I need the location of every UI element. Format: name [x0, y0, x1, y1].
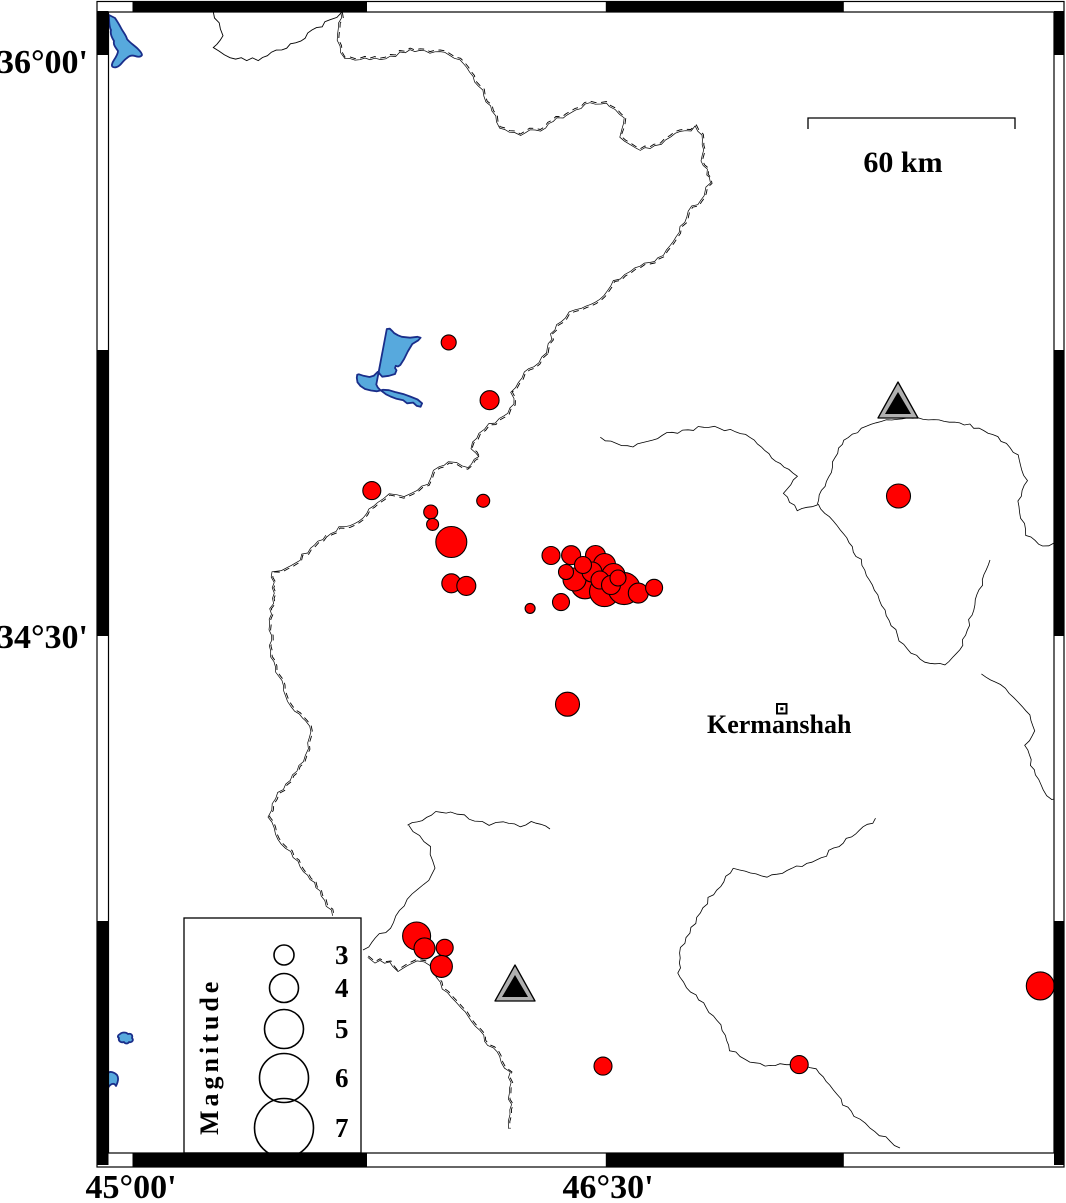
- svg-text:6: 6: [335, 1063, 349, 1093]
- svg-text:34°30': 34°30': [0, 619, 88, 656]
- svg-text:4: 4: [335, 973, 349, 1003]
- svg-text:3: 3: [335, 940, 349, 970]
- svg-text:7: 7: [335, 1113, 349, 1143]
- svg-text:36°00': 36°00': [0, 44, 88, 81]
- svg-text:46°30': 46°30': [562, 1169, 653, 1203]
- svg-text:Kermanshah: Kermanshah: [707, 710, 852, 739]
- svg-text:60 km: 60 km: [863, 146, 942, 179]
- svg-text:Magnitude: Magnitude: [195, 978, 224, 1135]
- svg-text:45°00': 45°00': [85, 1169, 176, 1203]
- svg-text:5: 5: [335, 1014, 349, 1044]
